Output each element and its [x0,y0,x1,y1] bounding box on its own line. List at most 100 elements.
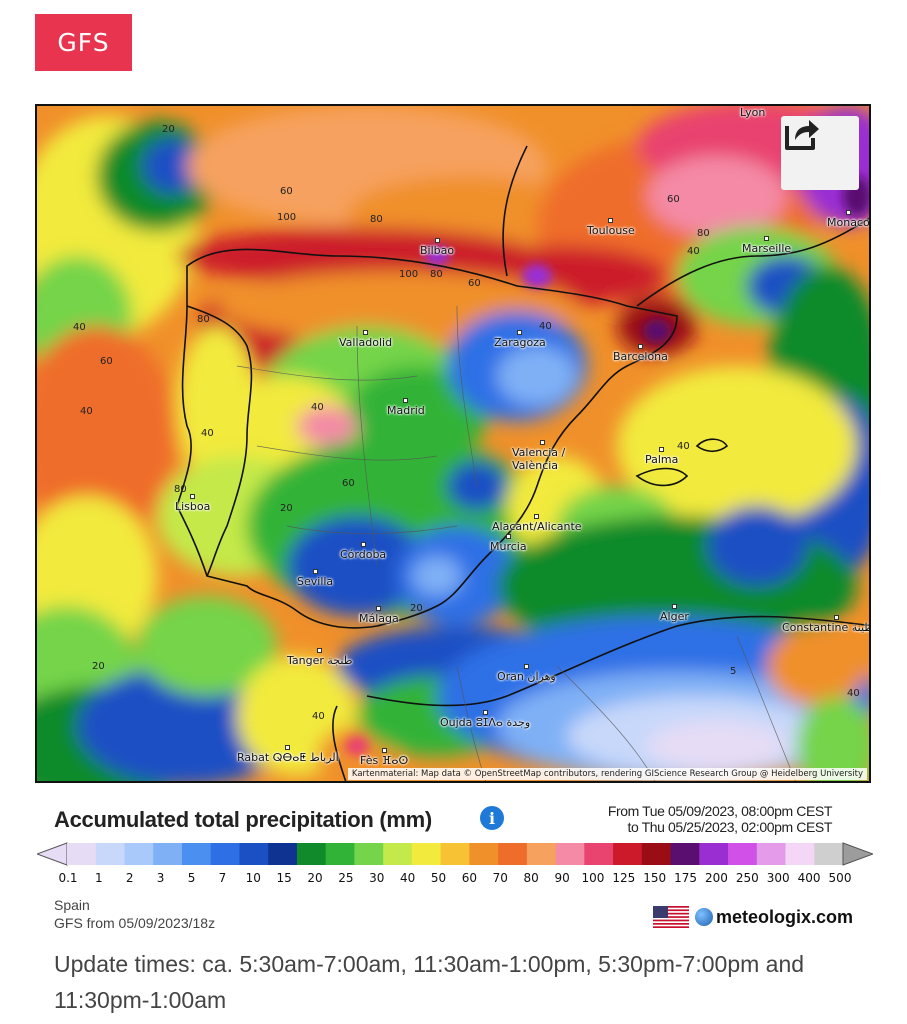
precipitation-map[interactable]: Lyon Monaco Toulouse Marseille Bilbao Va… [35,104,871,783]
scale-swatch [181,843,212,865]
scale-swatch [469,843,499,865]
city-marseille: Marseille [742,236,792,255]
scale-tick-label: 5 [187,871,196,885]
contour-label: 20 [280,503,293,514]
scale-tick-label: 100 [581,871,605,885]
region-label: Spain [54,897,90,913]
legend-title: Accumulated total precipitation (mm) [54,807,432,832]
city-bilbao: Bilbao [420,238,455,257]
scale-swatch [641,843,672,865]
scale-swatch [498,843,528,865]
contour-label: 100 [277,212,297,223]
contour-label: 60 [100,356,113,367]
scale-tick-label: 150 [643,871,667,885]
contour-label: 40 [312,711,325,722]
city-constantine: Constantine قسنطينة [782,615,869,634]
scale-swatch [728,843,758,865]
scale-swatch [526,843,557,865]
brand-name: meteologix.com [716,906,854,927]
contour-label: 80 [697,228,710,239]
contour-label: 60 [280,186,293,197]
scale-swatch [354,843,384,865]
scale-tick-label: 80 [523,871,539,885]
globe-icon [695,908,713,926]
scale-tick-label: 2 [125,871,134,885]
scale-swatch [325,843,355,865]
contour-label: 40 [687,246,700,257]
city-murcia: Murcia [490,534,527,553]
scale-tick-label: 20 [307,871,323,885]
scale-tick-label: 25 [338,871,354,885]
contour-label: 40 [201,428,214,439]
scale-swatch [95,843,125,865]
scale-swatch [756,843,787,865]
model-badge[interactable]: GFS [35,14,132,71]
scale-swatch [124,843,154,865]
scale-tick-label: 500 [828,871,852,885]
scale-tick-label: 3 [156,871,165,885]
scale-arrow-high [842,842,873,866]
coastline [176,145,869,781]
color-scale-ticks: 0.1 1 2 3 5 7 10 15 20 25 30 40 50 60 70 80 90 100 125 150 1… [0,871,907,889]
city-lisboa: Lisboa [175,494,211,513]
city-oran: Oran وهران [497,664,556,683]
scale-swatch [268,843,298,865]
contour-label: 80 [370,214,383,225]
scale-tick-label: 400 [797,871,821,885]
scale-swatch [383,843,413,865]
city-tanger: Tanger طنجة [287,648,353,667]
contour-label: 40 [311,402,324,413]
brand[interactable]: meteologix.com [653,906,853,928]
city-alger: Alger [660,604,689,623]
scale-swatch [584,843,614,865]
contour-label: 60 [667,194,680,205]
scale-swatch [555,843,585,865]
scale-swatch [785,843,815,865]
scale-swatch [296,843,327,865]
contour-label: 40 [847,688,860,699]
info-icon[interactable]: i [480,806,504,830]
contour-label: 80 [430,269,443,280]
contour-label: 60 [342,478,355,489]
city-valladolid: Valladolid [339,330,393,349]
scale-swatch [239,843,269,865]
time-range: From Tue 05/09/2023, 08:00pm CEST to Thu… [607,803,833,835]
scale-tick-label: 125 [612,871,636,885]
us-flag-icon[interactable] [653,906,689,928]
update-times: Update times: ca. 5:30am-7:00am, 11:30am… [54,951,805,1013]
city-palma: Palma [645,447,679,466]
contour-label: 40 [677,441,690,452]
city-malaga: Málaga [359,606,399,625]
scale-swatch [814,843,844,865]
contour-label: 40 [73,322,86,333]
range-to: to Thu 05/25/2023, 02:00pm CEST [627,819,833,835]
scale-tick-label: 70 [492,871,508,885]
share-button[interactable] [781,116,859,190]
city-fes: Fès ⴼⴰⵙ [360,748,409,767]
city-cordoba: Córdoba [340,542,387,561]
scale-tick-label: 0.1 [58,871,78,885]
contour-label: 20 [410,603,423,614]
map-meta: Spain GFS from 05/09/2023/18z [54,896,215,932]
contour-label: 80 [197,314,210,325]
contour-label: 20 [92,661,105,672]
range-from: From Tue 05/09/2023, 08:00pm CEST [607,803,833,819]
city-barcelona: Barcelona [613,344,668,363]
scale-tick-label: 50 [430,871,447,885]
scale-tick-label: 175 [674,871,698,885]
scale-swatch [613,843,643,865]
scale-swatch [670,843,700,865]
map-attribution: Kartenmaterial: Map data © OpenStreetMap… [347,768,867,780]
city-valencia: Valencia / València [512,440,572,472]
scale-swatch [440,843,470,865]
scale-tick-label: 7 [218,871,227,885]
city-madrid: Madrid [387,398,425,417]
city-zaragoza: Zaragoza [494,330,546,349]
scale-tick-label: 30 [369,871,385,885]
contour-label: 40 [80,406,93,417]
city-lyon: Lyon [740,106,766,119]
scale-swatch [67,843,97,865]
city-alicante: Alacant/Alicante [492,514,582,533]
contour-label: 80 [174,484,187,495]
scale-swatch [153,843,183,865]
